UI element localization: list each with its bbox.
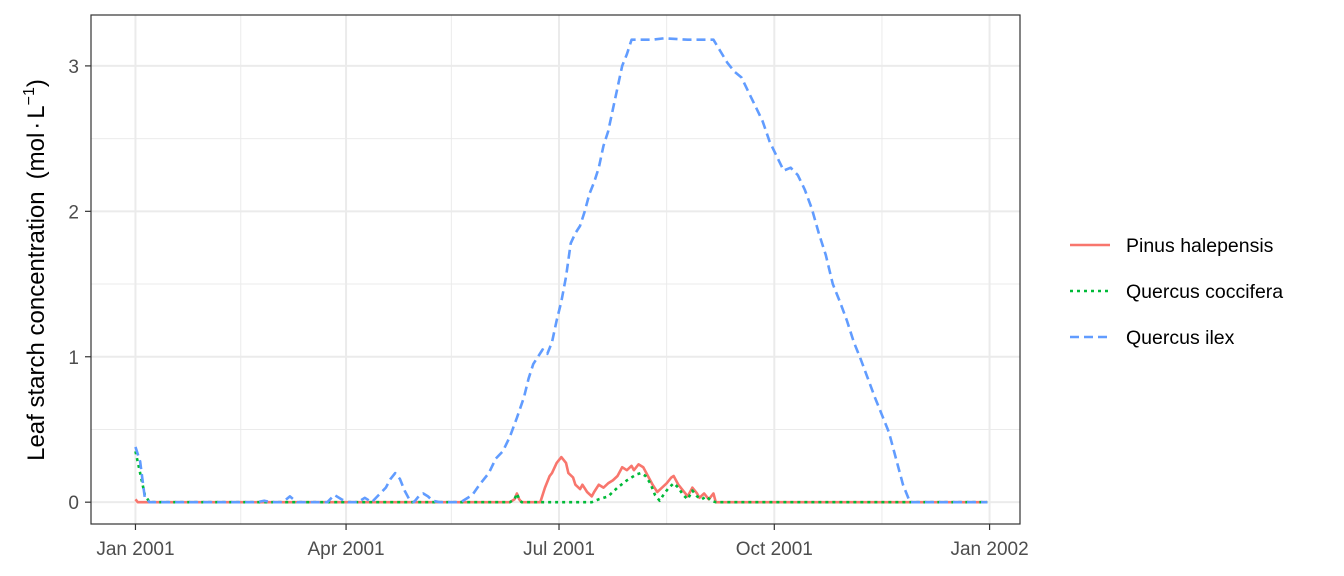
data-series [134, 36, 988, 504]
x-axis: Jan 2001 Apr 2001 Jul 2001 Oct 2001 Jan 2002 [96, 524, 1029, 560]
x-tick-label-2: Jul 2001 [523, 539, 595, 560]
series-line-pinus-halepensis [134, 455, 988, 504]
y-axis-title-unit-suffix: ) [23, 79, 50, 87]
legend-label-quercus-coccifera: Quercus coccifera [1126, 281, 1283, 303]
series-line-quercus-coccifera [134, 451, 988, 504]
y-tick-label-1: 1 [68, 348, 79, 369]
y-axis-title-unit-exponent: −1 [21, 87, 38, 105]
plot-panel-background [91, 15, 1020, 524]
legend-label-quercus-ilex: Quercus ilex [1126, 327, 1235, 349]
y-axis-title: Leaf starch concentration (mol · L−1) [21, 79, 50, 461]
x-tick-label-1: Apr 2001 [308, 539, 385, 560]
y-tick-label-0: 0 [68, 493, 79, 514]
y-tick-label-2: 2 [68, 202, 79, 223]
y-axis: 0 1 2 3 [68, 57, 91, 514]
plot-panel-border [90, 14, 1021, 525]
x-tick-label-4: Jan 2002 [950, 539, 1028, 560]
y-axis-title-unit-L: L [23, 105, 50, 118]
minor-gridlines [91, 15, 1020, 524]
legend: Pinus halepensis Quercus coccifera Quercus… [1070, 235, 1283, 349]
y-axis-title-text: Leaf starch concentration [23, 191, 50, 461]
x-tick-label-3: Oct 2001 [736, 539, 813, 560]
y-axis-title-unit-dot: · [23, 122, 50, 130]
series-line-quercus-ilex [134, 36, 988, 504]
x-tick-label-0: Jan 2001 [96, 539, 174, 560]
legend-label-pinus-halepensis: Pinus halepensis [1126, 235, 1274, 257]
y-tick-label-3: 3 [68, 57, 79, 78]
y-axis-title-unit-prefix: (mol [23, 133, 50, 180]
